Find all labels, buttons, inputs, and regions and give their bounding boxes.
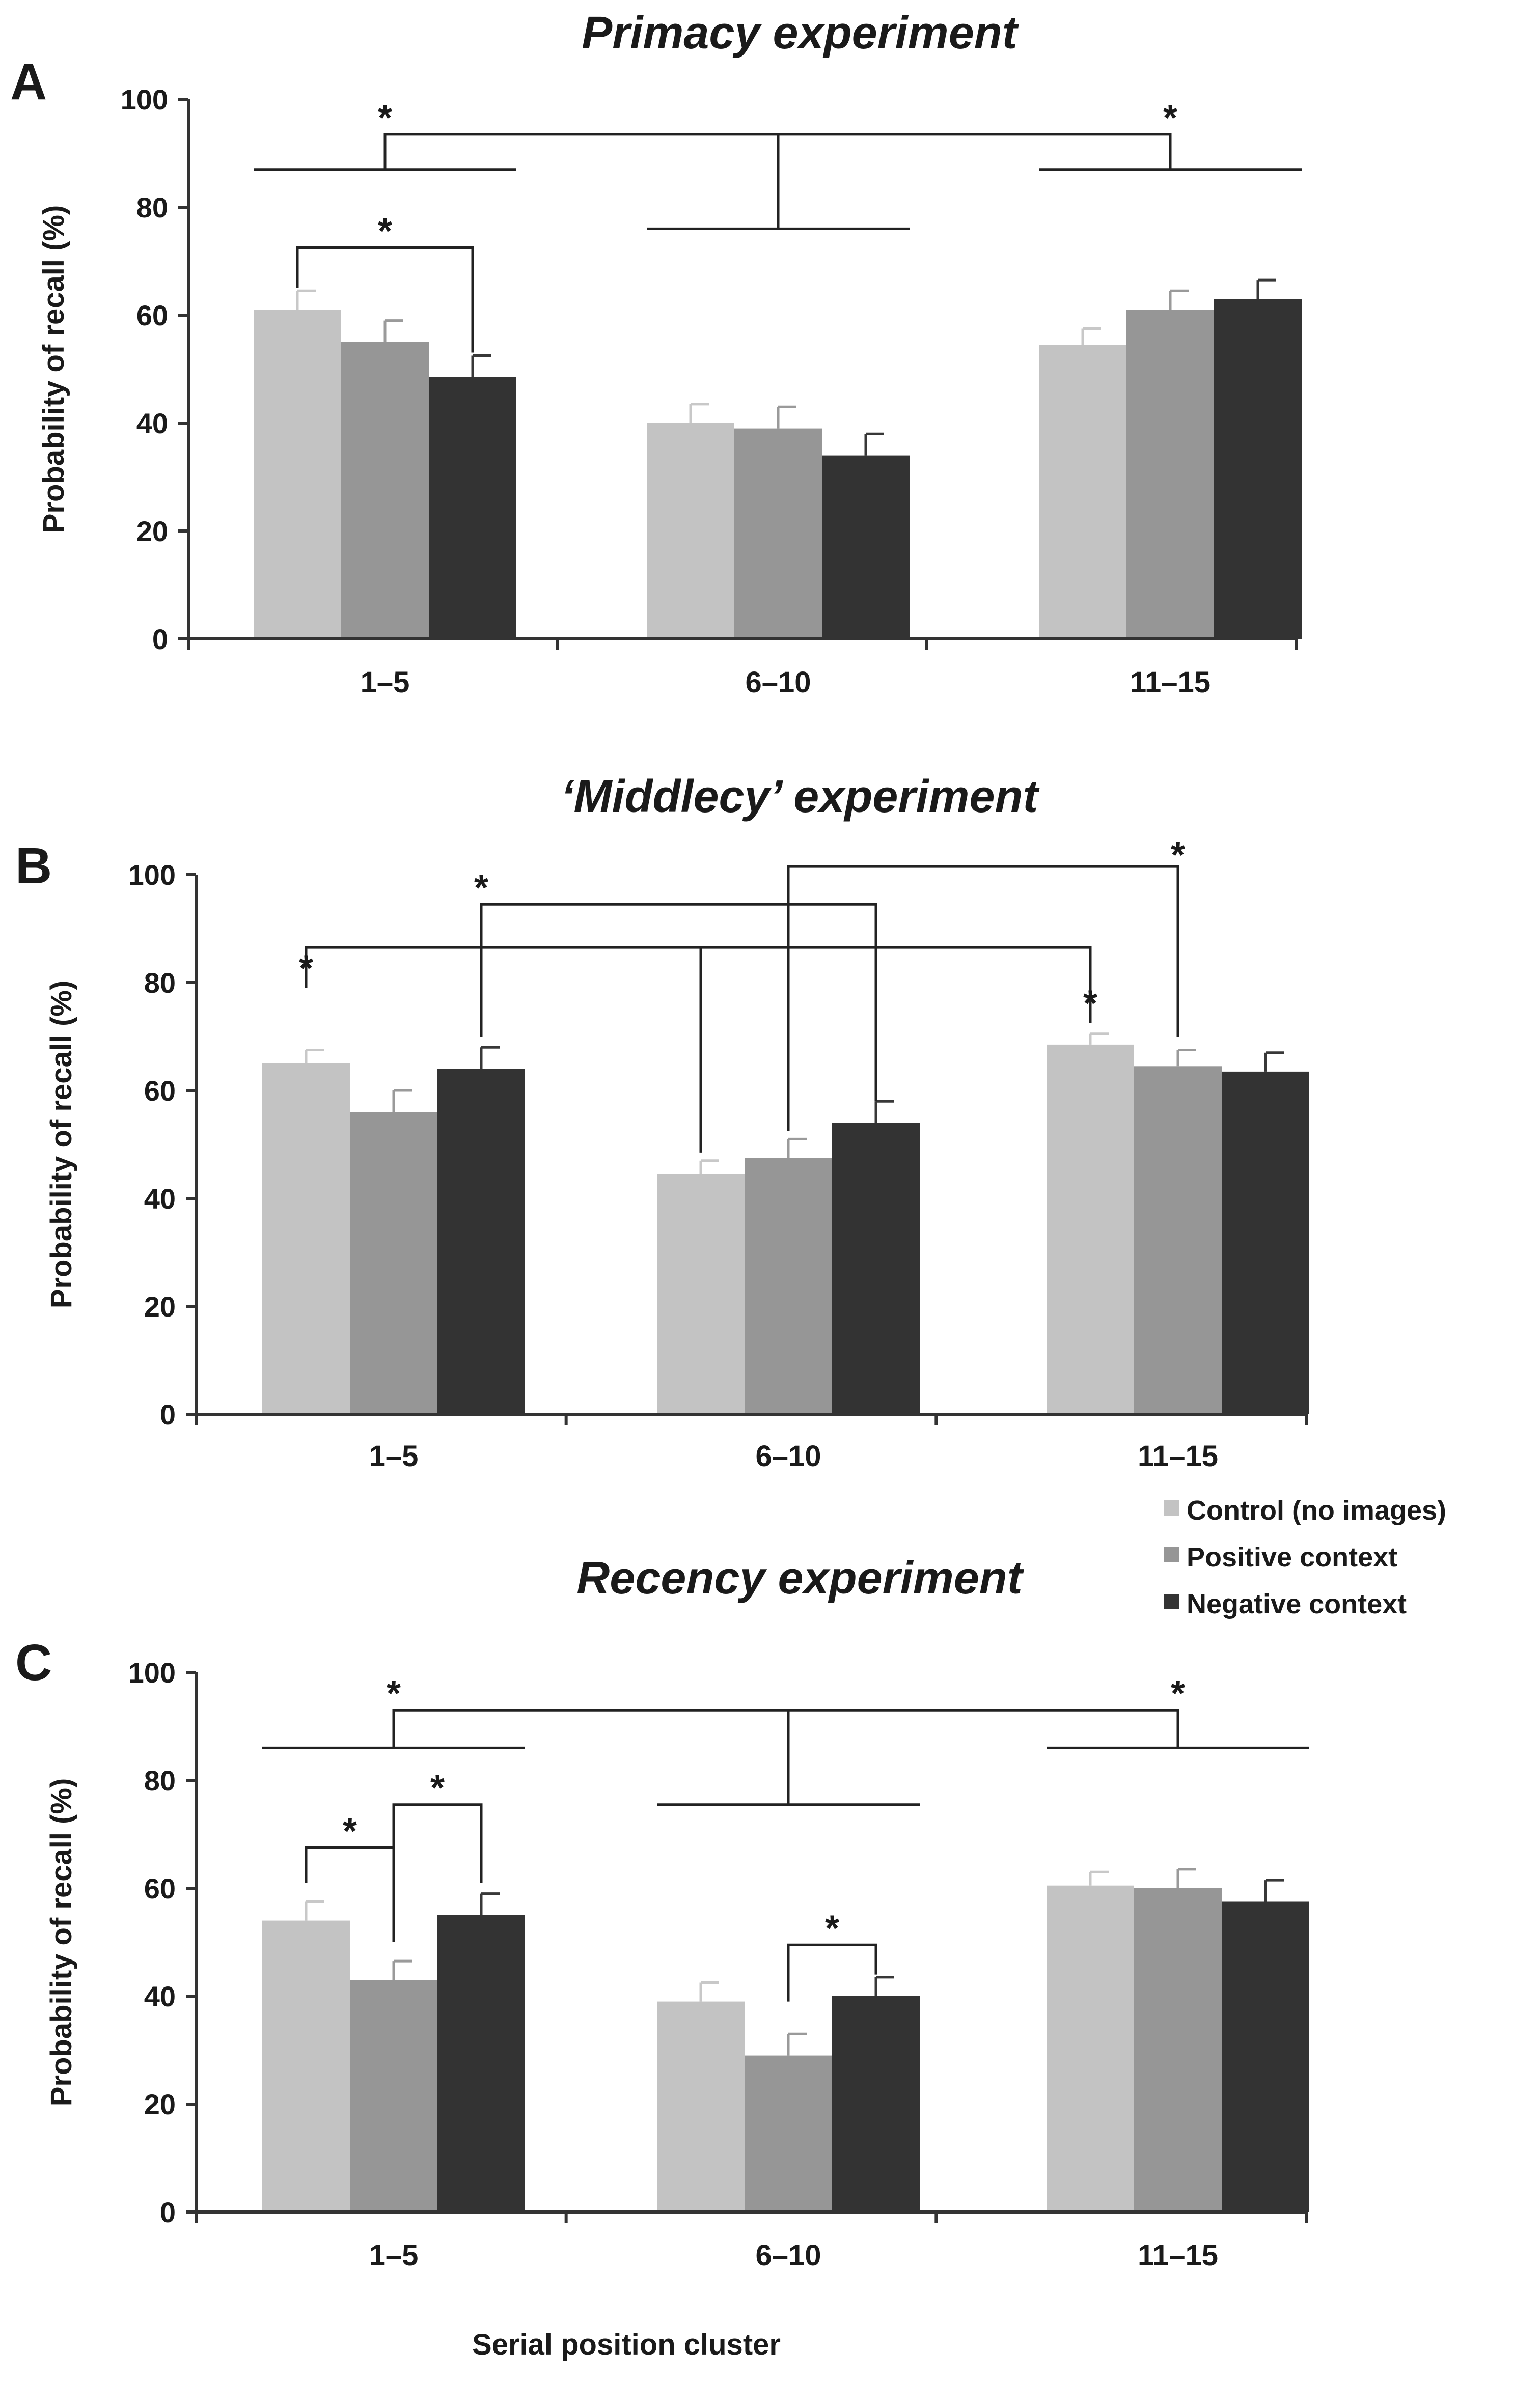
y-tick-label: 40 [144,1183,176,1215]
bar [350,1112,437,1414]
significance-star: * [378,98,392,138]
bar [832,1123,920,1414]
legend-label: Control (no images) [1187,1495,1446,1526]
bar [657,2001,745,2212]
bar [437,1069,525,1414]
y-tick-label: 0 [160,1398,176,1431]
significance-bracket [392,1803,483,1883]
x-axis-label: Serial position cluster [472,2328,781,2361]
x-tick-label: 1–5 [369,1440,419,1473]
panel-title: Recency experiment [576,1553,1024,1604]
significance-annotations: * * * * [299,835,1185,1153]
bar [429,377,516,639]
panel-c: Recency experiment C 0 20 40 60 80 100 Probabili… [15,1553,1309,2361]
significance-star: * [343,1811,357,1852]
bar [1214,299,1302,639]
x-tick-label: 11–15 [1138,1440,1218,1473]
bar [1039,345,1126,639]
significance-star: * [430,1768,445,1809]
bar [1134,1888,1222,2212]
panel-letter: A [10,53,47,110]
y-axis-label: Probability of recall (%) [37,205,70,534]
y-tick-label: 40 [136,407,168,439]
significance-star: * [299,948,313,989]
x-tick-label: 6–10 [755,1440,821,1473]
significance-star: * [1171,835,1185,876]
significance-bracket [296,246,474,353]
x-tick-label: 1–5 [361,666,410,699]
legend-swatch [1164,1500,1179,1516]
x-tick-label: 1–5 [369,2239,419,2272]
y-tick-label: 20 [144,2088,176,2120]
significance-star: * [387,1673,401,1714]
bar [657,1174,745,1414]
significance-star: * [474,867,488,908]
legend-swatch [1164,1594,1179,1609]
bar [1222,1901,1309,2212]
significance-bracket [787,865,1179,1131]
panel-letter: C [15,1634,52,1691]
bar [734,428,822,639]
bar [254,310,341,639]
bar [832,1996,920,2212]
significance-bracket [480,903,877,1102]
x-tick-label: 6–10 [755,2239,821,2272]
bar [262,1920,350,2212]
significance-bracket [392,1709,1179,1748]
y-axis-label: Probability of recall (%) [45,1778,78,2107]
panel-title: ‘Middlecy’ experiment [561,771,1040,822]
panel-b: ‘Middlecy’ experiment B 0 20 40 60 80 100 Probab… [15,771,1309,1473]
y-tick-label: 80 [144,1765,176,1797]
bar [1134,1066,1222,1414]
significance-annotations: * * * [254,98,1302,353]
x-tick-label: 11–15 [1138,2239,1218,2272]
significance-bracket [787,1943,877,2002]
y-tick-label: 0 [160,2196,176,2228]
bar [647,423,734,639]
significance-bracket [305,1846,395,1942]
y-tick-label: 0 [152,623,168,655]
significance-annotations: * * * * * [262,1673,1309,2002]
bar [745,1158,832,1414]
y-tick-label: 60 [144,1075,176,1107]
y-axis-label: Probability of recall (%) [45,981,78,1309]
significance-star: * [1083,984,1097,1024]
significance-star: * [825,1908,839,1949]
legend-swatch [1164,1547,1179,1562]
bar [437,1915,525,2212]
legend-label: Positive context [1187,1542,1397,1573]
significance-star: * [1171,1673,1185,1714]
bar [745,2055,832,2212]
y-tick-label: 60 [144,1872,176,1905]
bar [1047,1044,1134,1414]
y-tick-label: 100 [121,83,168,116]
bar [350,1980,437,2212]
significance-bracket [305,946,1092,1023]
x-tick-label: 6–10 [745,666,811,699]
legend: Control (no images) Positive context Negat… [1164,1495,1446,1619]
panel-a: Primacy experiment A 0 20 40 60 80 100 Probabili… [10,8,1302,699]
panel-letter: B [15,837,52,894]
bar [262,1063,350,1414]
significance-star: * [1163,98,1177,138]
x-tick-label: 11–15 [1130,666,1211,699]
bar [341,342,429,639]
y-tick-label: 100 [128,1657,176,1689]
bar [1222,1071,1309,1414]
y-tick-label: 40 [144,1980,176,2012]
y-tick-label: 60 [136,299,168,331]
significance-star: * [378,211,392,252]
legend-label: Negative context [1187,1589,1407,1619]
y-tick-label: 20 [144,1291,176,1323]
panel-title: Primacy experiment [582,8,1019,59]
bar [1047,1885,1134,2212]
y-tick-label: 20 [136,515,168,547]
y-tick-label: 100 [128,859,176,891]
y-tick-label: 80 [144,967,176,999]
y-tick-label: 80 [136,191,168,223]
bar [822,455,910,639]
bar [1126,310,1214,639]
